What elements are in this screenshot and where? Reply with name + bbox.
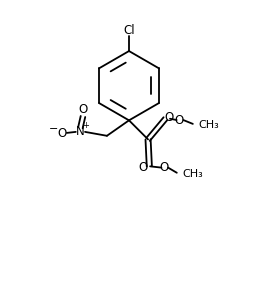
Text: −: − <box>49 124 59 134</box>
Text: CH₃: CH₃ <box>182 169 203 179</box>
Text: N: N <box>76 125 85 138</box>
Text: O: O <box>78 103 87 116</box>
Text: Cl: Cl <box>123 24 135 37</box>
Text: CH₃: CH₃ <box>198 120 219 130</box>
Text: O: O <box>164 111 173 124</box>
Text: O: O <box>57 127 66 140</box>
Text: +: + <box>83 121 90 130</box>
Text: O: O <box>159 161 168 174</box>
Text: O: O <box>174 114 184 126</box>
Text: O: O <box>138 161 148 174</box>
